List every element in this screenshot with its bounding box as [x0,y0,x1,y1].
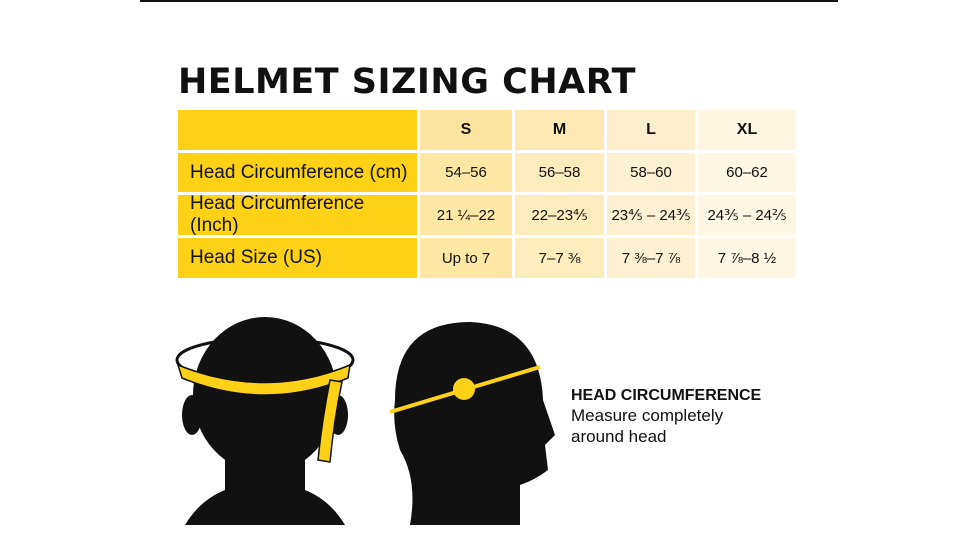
table-cell: 58–60 [607,153,695,192]
table-cell: 21 ¼–22 [420,195,512,235]
caption-text: Measure completely around head [571,406,724,446]
column-header: XL [698,110,796,150]
table-cell: 56–58 [515,153,604,192]
table-cell: 7 ⅜–7 ⅞ [607,238,695,278]
measure-dot [453,378,475,400]
table-cell: Up to 7 [420,238,512,278]
title: HELMET SIZING CHART [178,62,636,102]
table-cell: 54–56 [420,153,512,192]
caption-title: HEAD CIRCUMFERENCE [571,387,762,404]
top-rule [140,0,838,2]
row-label: Head Circumference (Inch) [178,193,417,236]
table-cell: 7 ⅞–8 ½ [698,238,796,278]
row-label: Head Circumference (cm) [178,153,417,192]
caption: HEAD CIRCUMFERENCE Measure completely ar… [571,387,771,447]
tape-end [317,379,343,463]
tape [176,363,351,396]
table-cell: 7–7 ⅜ [515,238,604,278]
table-cell: 24⅗ – 24⅖ [698,195,796,235]
column-header: M [515,110,604,150]
column-header: L [607,110,695,150]
table-cell: 22–23⅘ [515,195,604,235]
table-cell: 60–62 [698,153,796,192]
table-cell: 23⅘ – 24⅗ [607,195,695,235]
header-corner [178,110,417,150]
row-label: Head Size (US) [178,238,417,278]
profile-head [394,322,555,525]
column-header: S [420,110,512,150]
